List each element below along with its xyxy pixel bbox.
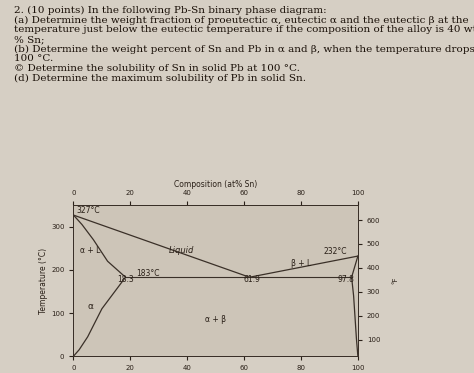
Text: (a) Determine the weight fraction of proeutectic α, eutectic α and the eutectic : (a) Determine the weight fraction of pro…	[14, 16, 469, 25]
Text: 183°C: 183°C	[136, 269, 160, 278]
Text: °F: °F	[392, 277, 398, 285]
Text: 61.9: 61.9	[244, 275, 261, 283]
Text: α: α	[88, 302, 93, 311]
Text: (b) Determine the weight percent of Sn and Pb in α and β, when the temperature d: (b) Determine the weight percent of Sn a…	[14, 45, 474, 54]
Text: 18.3: 18.3	[117, 275, 134, 283]
Text: β + L: β + L	[291, 258, 311, 267]
Text: α + β: α + β	[205, 315, 226, 324]
Text: 2. (10 points) In the following Pb-Sn binary phase diagram:: 2. (10 points) In the following Pb-Sn bi…	[14, 6, 327, 15]
Text: 100 °C.: 100 °C.	[14, 54, 54, 63]
Text: α + L: α + L	[81, 246, 100, 255]
Text: 232°C: 232°C	[324, 247, 347, 256]
Text: Liquid: Liquid	[169, 246, 194, 255]
Text: (d) Determine the maximum solubility of Pb in solid Sn.: (d) Determine the maximum solubility of …	[14, 74, 306, 83]
Text: temperature just below the eutectic temperature if the composition of the alloy : temperature just below the eutectic temp…	[14, 25, 474, 34]
Text: % Sn;: % Sn;	[14, 35, 45, 44]
Text: © Determine the solubility of Sn in solid Pb at 100 °C.: © Determine the solubility of Sn in soli…	[14, 64, 300, 73]
X-axis label: Composition (at% Sn): Composition (at% Sn)	[174, 180, 257, 189]
Y-axis label: Temperature (°C): Temperature (°C)	[39, 248, 48, 314]
Text: 327°C: 327°C	[76, 206, 100, 215]
Text: 97.8: 97.8	[337, 275, 354, 283]
